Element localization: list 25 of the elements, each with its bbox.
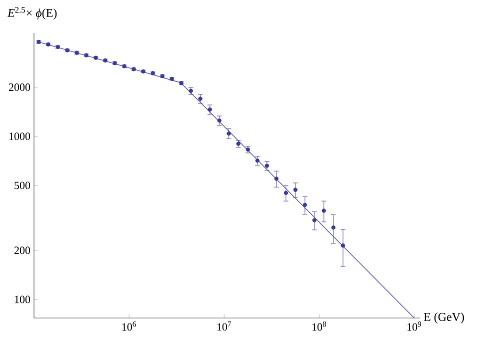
y-axis-title: E$^{2.5}$× ϕ(E) [7, 7, 57, 20]
point [208, 107, 212, 112]
x-tick-label: 10$^{8}$ [312, 322, 326, 331]
point [255, 158, 260, 163]
point [274, 176, 279, 181]
point [340, 243, 346, 248]
x-tick-label: 10$^{7}$ [217, 322, 232, 331]
point [198, 96, 202, 101]
x-tick-label: 10$^{9}$ [408, 322, 422, 331]
y-tick-label: 200 [14, 246, 30, 254]
point [293, 188, 298, 192]
point [217, 118, 222, 123]
y-tick-label: 1000 [9, 132, 30, 140]
point [284, 190, 288, 196]
point [264, 164, 270, 168]
x-tick-label: 10$^{6}$ [122, 322, 136, 331]
point [322, 208, 326, 213]
point [226, 131, 231, 136]
y-tick-label: 2000 [8, 84, 30, 91]
point [302, 202, 308, 207]
y-tick-label: 500 [14, 182, 30, 190]
point [312, 218, 317, 222]
x-axis-title: E (GeV) [424, 312, 464, 324]
point [331, 225, 336, 230]
y-tick-label: 100 [14, 296, 30, 304]
